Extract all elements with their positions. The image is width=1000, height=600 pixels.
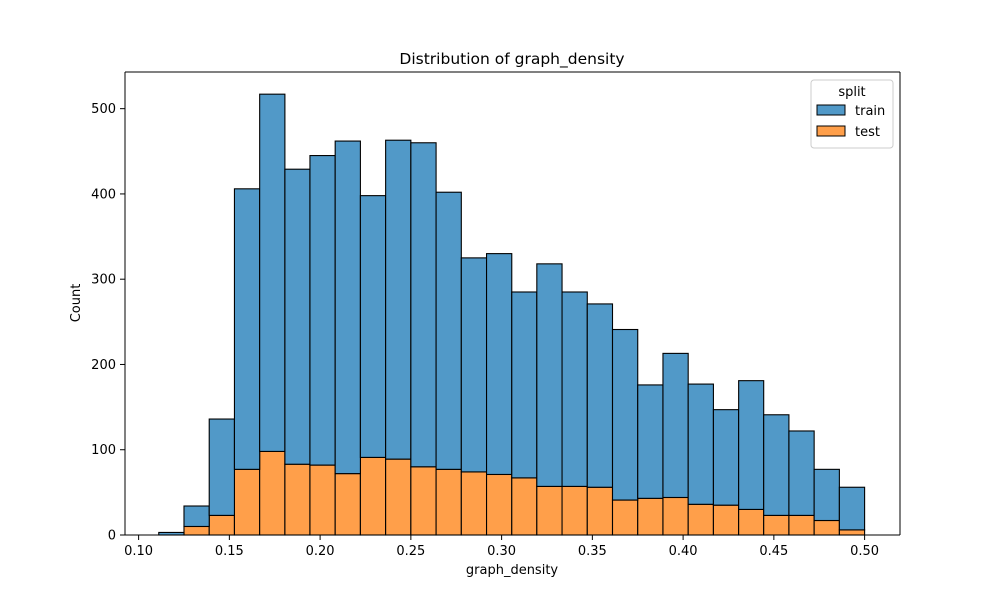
chart-title: Distribution of graph_density — [399, 50, 624, 69]
bar-train-19 — [637, 384, 664, 499]
axes-layer: 0.10 0.15 0.20 0.25 0.30 0.35 0.40 0.45 0.50 0 100… — [91, 71, 901, 559]
x-tick-label: 0.10 — [124, 544, 153, 559]
y-tick-label: 400 — [91, 187, 116, 202]
bar-test-15 — [536, 485, 563, 536]
bar-test-6 — [309, 464, 336, 536]
bar-test-18 — [611, 499, 639, 536]
bar-test-12 — [460, 471, 488, 536]
bar-train-21 — [687, 383, 714, 505]
bar-train-9 — [385, 139, 412, 460]
x-tick-label: 0.35 — [578, 544, 607, 559]
y-tick-label: 100 — [91, 443, 116, 458]
bar-test-1 — [183, 525, 210, 536]
bar-train-14 — [511, 291, 538, 479]
y-tick-label: 0 — [108, 529, 116, 544]
legend-label-test: test — [855, 125, 880, 140]
bar-train-12 — [460, 257, 488, 473]
bar-train-1 — [183, 505, 210, 528]
bar-test-14 — [511, 477, 538, 536]
bar-test-22 — [712, 504, 740, 536]
bar-test-2 — [208, 514, 235, 536]
x-tick-label: 0.40 — [669, 544, 698, 559]
bar-test-8 — [359, 456, 387, 536]
bar-test-3 — [233, 468, 261, 536]
bar-train-4 — [259, 93, 286, 452]
bar-test-21 — [687, 503, 714, 536]
bar-train-2 — [208, 418, 235, 516]
bar-test-5 — [284, 463, 311, 536]
bar-test-13 — [485, 473, 513, 536]
legend-swatch-train — [816, 104, 846, 116]
bar-train-13 — [485, 253, 513, 476]
y-tick-label: 200 — [91, 358, 116, 373]
bar-test-7 — [334, 473, 361, 536]
bar-test-20 — [662, 496, 689, 536]
bar-test-17 — [586, 486, 614, 536]
bar-test-4 — [259, 450, 286, 536]
legend-swatch-test — [816, 125, 846, 137]
bar-train-15 — [536, 263, 563, 487]
y-tick-label: 500 — [91, 102, 116, 117]
bar-test-11 — [435, 468, 462, 536]
bar-train-25 — [788, 430, 815, 516]
bar-train-20 — [662, 352, 689, 499]
bars-layer — [158, 93, 866, 536]
bar-train-11 — [435, 191, 462, 470]
bar-train-10 — [410, 142, 437, 468]
bar-test-27 — [838, 529, 866, 536]
bar-test-9 — [385, 458, 412, 536]
bar-test-19 — [637, 497, 664, 536]
y-axis-label: Count — [69, 284, 84, 323]
x-tick-label: 0.15 — [215, 544, 244, 559]
bar-test-16 — [561, 485, 588, 536]
bar-train-6 — [309, 155, 336, 466]
bar-train-5 — [284, 168, 311, 465]
bar-train-26 — [813, 468, 840, 522]
bar-test-10 — [410, 466, 437, 536]
bar-test-26 — [813, 519, 840, 536]
x-tick-label: 0.45 — [759, 544, 788, 559]
bar-test-24 — [763, 514, 790, 536]
x-tick-label: 0.50 — [850, 544, 879, 559]
bar-test-25 — [788, 514, 815, 536]
x-axis-label: graph_density — [466, 563, 559, 578]
bar-train-17 — [586, 303, 614, 488]
bar-train-22 — [712, 409, 740, 506]
bar-train-7 — [334, 140, 361, 475]
x-tick-label: 0.20 — [306, 544, 335, 559]
x-tick-label: 0.30 — [487, 544, 516, 559]
bar-train-18 — [611, 328, 639, 501]
bar-test-23 — [738, 508, 765, 536]
legend: split train test — [810, 79, 894, 149]
legend-title: split — [838, 85, 865, 100]
bar-train-23 — [738, 380, 765, 510]
legend-label-train: train — [855, 104, 885, 119]
y-tick-label: 300 — [91, 273, 116, 288]
bar-train-8 — [359, 195, 387, 458]
bar-train-24 — [763, 414, 790, 516]
x-tick-label: 0.25 — [396, 544, 425, 559]
bar-train-3 — [233, 188, 261, 470]
bar-train-27 — [838, 486, 866, 531]
bar-train-16 — [561, 291, 588, 487]
